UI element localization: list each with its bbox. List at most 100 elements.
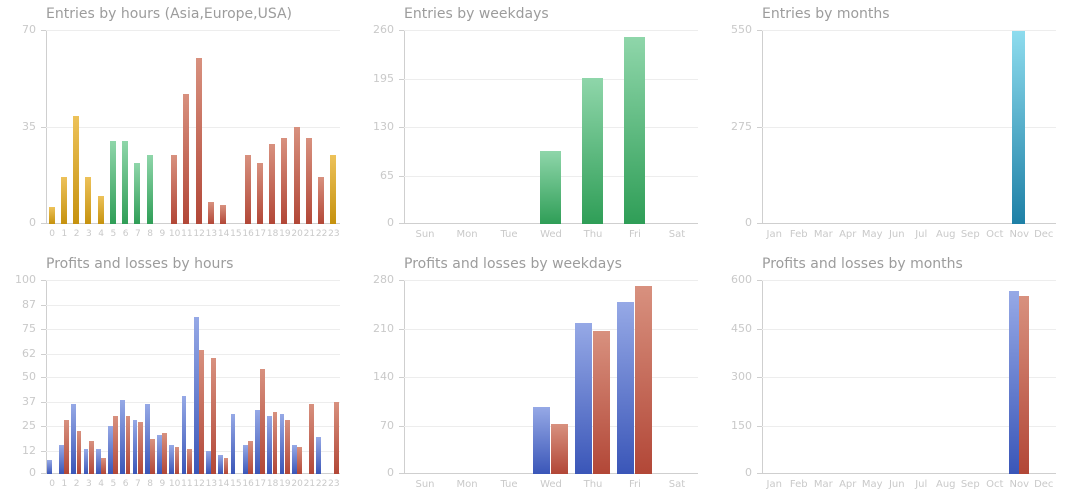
orange-bar (73, 115, 80, 224)
x-axis: 0 1 2 3 4 5 6 7 8 9 10 11 12 13 14 15 16 17 18 19 20 21 22 23 (46, 226, 340, 244)
x-tick-label: 8 (147, 229, 153, 239)
y-tick-mark (399, 30, 404, 31)
x-tick-label: 17 (254, 229, 267, 239)
blue-bar (279, 413, 285, 474)
x-tick-label: Sat (668, 229, 686, 240)
x-tick-label: 19 (279, 479, 291, 489)
y-tick-mark (41, 223, 46, 224)
x-tick-label: Wed (540, 229, 562, 240)
red-bar (256, 163, 263, 224)
red-bar (297, 446, 302, 474)
y-axis: 0 35 70 (0, 23, 41, 229)
x-tick-label: Sat (668, 479, 686, 490)
gridline (404, 377, 698, 378)
x-axis: Jan Feb Mar Apr May Jun Jul Aug Sep Oct Nov Dec (762, 476, 1056, 494)
y-tick-mark (757, 426, 762, 427)
chart-title: Entries by hours (Asia,Europe,USA) (46, 6, 293, 22)
red-bar (171, 154, 178, 224)
x-tick-label: 13 (205, 229, 218, 239)
y-tick-label: 0 (387, 216, 394, 229)
blue-bar (316, 437, 322, 474)
chart-title: Profits and losses by months (762, 256, 963, 272)
red-bar (150, 439, 155, 474)
y-tick-label: 0 (29, 466, 36, 479)
x-tick-label: 2 (73, 229, 80, 239)
red-bar (635, 285, 653, 474)
y-tick-mark (41, 30, 46, 31)
x-tick-label: 1 (61, 479, 68, 489)
x-tick-label: 15 (230, 229, 242, 239)
blue-bar (1008, 291, 1019, 474)
red-bar (223, 458, 229, 474)
y-axis: 0 275 550 (716, 23, 757, 229)
x-tick-label: Fri (629, 479, 641, 490)
y-tick-mark (757, 127, 762, 128)
x-tick-label: 10 (168, 479, 181, 489)
y-tick-label: 0 (29, 216, 36, 229)
gridline (46, 354, 340, 355)
x-tick-label: 21 (303, 229, 316, 239)
orange-bar (97, 196, 104, 224)
y-tick-label: 70 (22, 23, 36, 36)
plot-area (757, 30, 1056, 224)
red-bar (199, 349, 204, 474)
blue-bar (71, 404, 77, 474)
x-tick-label: 6 (122, 479, 129, 489)
gridline (46, 377, 340, 378)
gridline (404, 127, 698, 128)
chart-title: Profits and losses by hours (46, 256, 234, 272)
blue-bar (46, 460, 52, 474)
blue-bar (218, 454, 224, 474)
green-bar (582, 77, 603, 224)
x-tick-label: Sun (415, 229, 435, 240)
x-tick-label: 8 (147, 479, 153, 489)
red-bar (318, 176, 325, 224)
y-tick-mark (757, 377, 762, 378)
red-bar (76, 431, 82, 474)
red-bar (195, 57, 202, 224)
x-tick-label: May (861, 229, 883, 240)
red-bar (281, 138, 288, 224)
x-tick-label: Sun (415, 479, 435, 490)
red-bar (551, 424, 569, 474)
x-tick-label: 0 (49, 479, 55, 489)
x-tick-label: Wed (540, 479, 562, 490)
y-tick-mark (41, 280, 46, 281)
y-tick-mark (399, 176, 404, 177)
chart-entries-by-hours: Entries by hours (Asia,Europe,USA) 0 35 70… (0, 0, 358, 250)
gridline (46, 127, 340, 128)
y-tick-mark (399, 280, 404, 281)
x-tick-label: 16 (242, 479, 254, 489)
blue-bar (533, 406, 551, 474)
orange-bar (60, 176, 67, 224)
y-axis: 0 150 300 450 600 (716, 273, 757, 479)
blue-bar (291, 444, 297, 474)
chart-entries-by-weekdays: Entries by weekdays 0 65 130 195 260 Sun Mon T… (358, 0, 716, 250)
green-bar (624, 37, 645, 224)
x-tick-label: Thu (583, 229, 603, 240)
y-tick-label: 275 (731, 120, 752, 133)
blue-bar (230, 413, 236, 474)
y-tick-mark (399, 127, 404, 128)
x-tick-label: Feb (789, 479, 808, 490)
x-tick-label: 7 (135, 479, 141, 489)
x-tick-label: Jan (766, 229, 782, 240)
x-tick-label: 1 (61, 229, 68, 239)
x-tick-label: 20 (291, 229, 303, 239)
x-tick-label: 17 (254, 479, 267, 489)
x-tick-label: 3 (86, 479, 92, 489)
gridline (46, 223, 340, 224)
x-tick-label: 20 (291, 479, 303, 489)
x-tick-label: 14 (217, 229, 230, 239)
green-bar (146, 154, 153, 224)
x-tick-label: Tue (500, 479, 518, 490)
blue-bar (59, 444, 64, 474)
gridline (46, 305, 340, 306)
blue-bar (120, 400, 126, 474)
gridline (762, 329, 1056, 330)
red-bar (1019, 296, 1030, 474)
blue-bar (255, 409, 260, 474)
x-axis: Sun Mon Tue Wed Thu Fri Sat (404, 226, 698, 244)
chart-title: Entries by months (762, 6, 890, 22)
x-tick-label: 11 (181, 479, 193, 489)
